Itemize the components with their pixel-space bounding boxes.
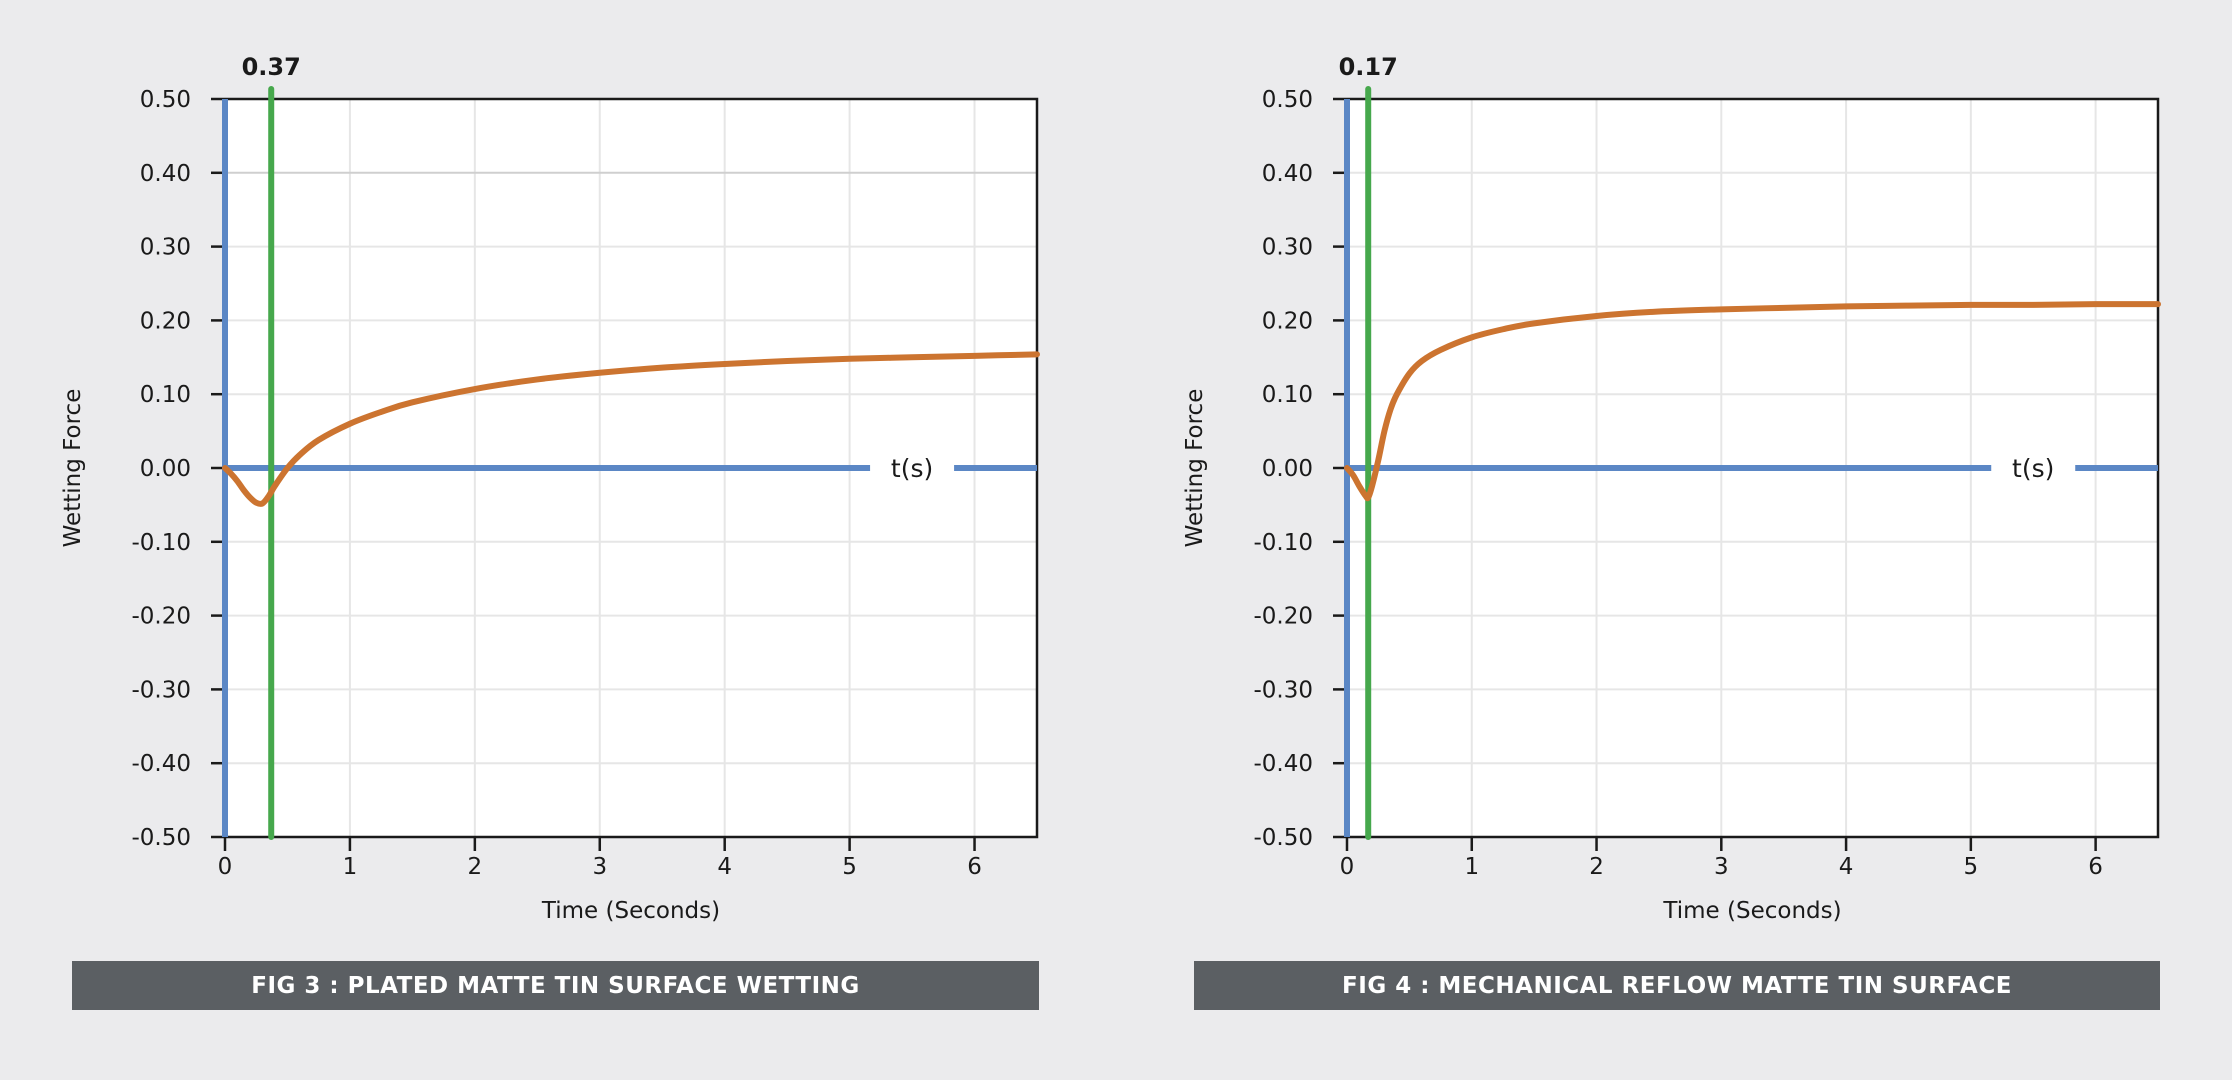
x-tick-label: 5 (842, 854, 857, 880)
y-tick-label: 0.30 (140, 235, 191, 261)
y-axis-label: Wetting Force (60, 389, 86, 548)
y-tick-label: -0.20 (131, 604, 191, 630)
y-tick-label: 0.00 (1262, 456, 1313, 482)
marker-label: 0.17 (1339, 53, 1398, 81)
chart-fig3: 0.50 0.40 0.30 0.20 0.10 0.00 -0.10 -0.20 -0.30 -… (60, 53, 1040, 924)
x-tick-label: 3 (1714, 854, 1729, 880)
y-tick-label: -0.40 (1253, 751, 1313, 777)
x-tick-label: 1 (1464, 854, 1479, 880)
y-tick-label: 0.40 (1262, 161, 1313, 187)
y-tick-label: -0.50 (131, 825, 191, 851)
y-tick-label: 0.20 (1262, 308, 1313, 334)
x-tick-label: 4 (717, 854, 732, 880)
series-line (1344, 301, 2161, 502)
series-line (222, 351, 1040, 507)
y-tick-label: -0.50 (1253, 825, 1313, 851)
x-tick-label: 2 (1589, 854, 1604, 880)
y-tick-label: -0.40 (131, 751, 191, 777)
x-tick-label: 0 (1340, 854, 1355, 880)
marker-label: 0.37 (242, 53, 301, 81)
y-tick-label: -0.30 (1253, 677, 1313, 703)
zero-axis-label: t(s) (891, 454, 933, 483)
y-tick-label: 0.20 (140, 308, 191, 334)
y-tick-label: 0.00 (140, 456, 191, 482)
caption-fig4: FIG 4 : MECHANICAL REFLOW MATTE TIN SURF… (1194, 961, 2160, 1010)
y-tick-label: 0.40 (140, 161, 191, 187)
x-tick-label: 2 (468, 854, 483, 880)
x-tick-label: 3 (592, 854, 607, 880)
y-tick-label: 0.50 (140, 87, 191, 113)
y-tick-label: 0.10 (140, 382, 191, 408)
y-tick-label: -0.10 (131, 530, 191, 556)
y-tick-label: -0.10 (1253, 530, 1313, 556)
x-tick-label: 4 (1839, 854, 1854, 880)
y-axis-label: Wetting Force (1182, 389, 1208, 548)
x-axis-label: Time (Seconds) (1662, 898, 1841, 924)
x-axis-label: Time (Seconds) (541, 898, 720, 924)
x-tick-label: 1 (343, 854, 358, 880)
y-tick-label: 0.50 (1262, 87, 1313, 113)
y-tick-label: -0.30 (131, 677, 191, 703)
caption-fig3: FIG 3 : PLATED MATTE TIN SURFACE WETTING (72, 961, 1039, 1010)
x-tick-label: 5 (1964, 854, 1979, 880)
x-tick-label: 0 (218, 854, 233, 880)
y-tick-label: 0.10 (1262, 382, 1313, 408)
x-tick-label: 6 (967, 854, 982, 880)
y-tick-label: 0.30 (1262, 235, 1313, 261)
zero-axis-label: t(s) (2012, 454, 2054, 483)
y-tick-label: -0.20 (1253, 604, 1313, 630)
x-tick-label: 6 (2088, 854, 2103, 880)
